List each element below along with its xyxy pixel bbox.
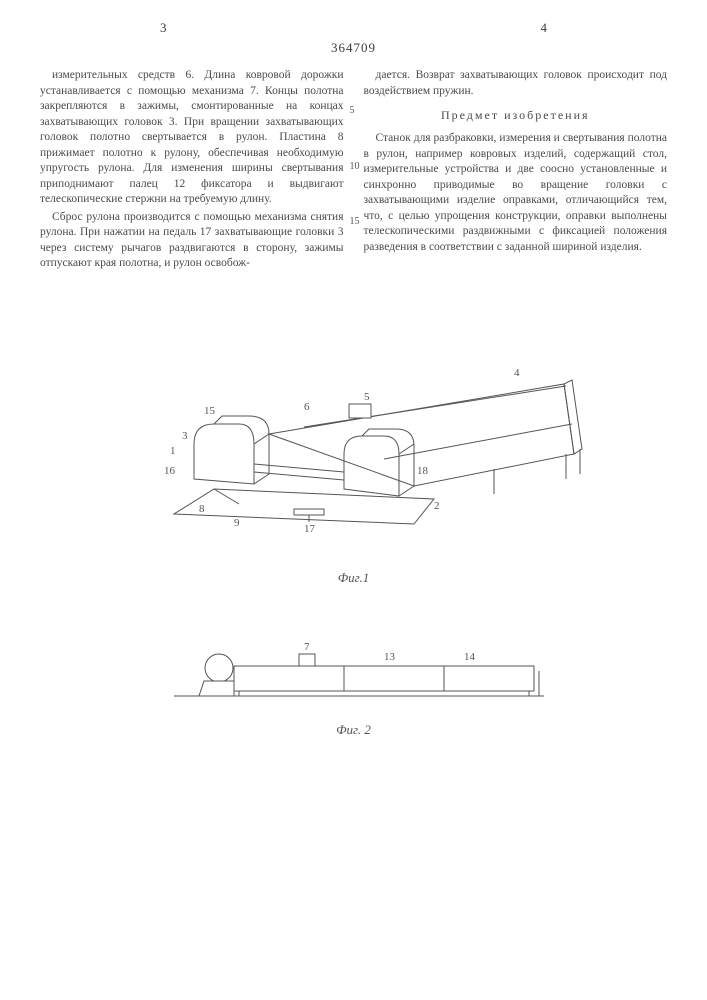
page-num-right: 4: [541, 20, 548, 36]
left-para-2: Сброс рулона производится с помощью меха…: [40, 210, 344, 272]
fig1-label-16: 16: [164, 465, 176, 477]
fig1-label-1: 1: [170, 445, 176, 457]
page-num-left: 3: [160, 20, 167, 36]
figure-1-svg: 3 1 16 15 6 5 4 18 2 8 9 17: [104, 304, 604, 564]
fig1-label-2: 2: [434, 500, 440, 512]
subject-of-invention-title: Предмет изобретения: [364, 107, 668, 123]
fig2-label-13: 13: [384, 651, 396, 663]
figure-1: 3 1 16 15 6 5 4 18 2 8 9 17 Фиг.1: [40, 304, 667, 586]
figure-2-svg: 7 13 14: [144, 626, 564, 716]
fig1-label-9: 9: [234, 517, 240, 529]
fig1-label-8: 8: [199, 503, 205, 515]
header-row: 3 4: [40, 20, 667, 36]
right-para-2: Станок для разбраковки, измерения и свер…: [364, 131, 668, 255]
figure-2-caption: Фиг. 2: [40, 722, 667, 738]
right-column: 5 10 15 дается. Возврат захватывающих го…: [364, 68, 668, 274]
fig1-label-18: 18: [417, 465, 429, 477]
figure-2: 7 13 14 Фиг. 2: [40, 626, 667, 738]
line-mark-15: 15: [350, 215, 360, 229]
figure-1-caption: Фиг.1: [40, 570, 667, 586]
fig1-label-4: 4: [514, 367, 520, 379]
fig1-label-17: 17: [304, 523, 316, 535]
fig2-label-14: 14: [464, 651, 476, 663]
right-para-1: дается. Возврат захватывающих головок пр…: [364, 68, 668, 99]
fig1-label-15: 15: [204, 405, 216, 417]
fig1-label-3: 3: [182, 430, 188, 442]
fig2-label-7: 7: [304, 641, 310, 653]
line-number-marks: 5 10 15: [350, 68, 360, 229]
patent-page: 3 4 364709 измерительных средств 6. Длин…: [0, 0, 707, 1000]
line-mark-10: 10: [350, 160, 360, 174]
line-mark-5: 5: [350, 104, 360, 118]
patent-number: 364709: [40, 40, 667, 56]
left-column: измерительных средств 6. Длина ковровой …: [40, 68, 344, 274]
figures-block: 3 1 16 15 6 5 4 18 2 8 9 17 Фиг.1: [40, 304, 667, 738]
fig1-label-6: 6: [304, 401, 310, 413]
left-para-1: измерительных средств 6. Длина ковровой …: [40, 68, 344, 208]
fig1-label-5: 5: [364, 391, 370, 403]
text-columns: измерительных средств 6. Длина ковровой …: [40, 68, 667, 274]
